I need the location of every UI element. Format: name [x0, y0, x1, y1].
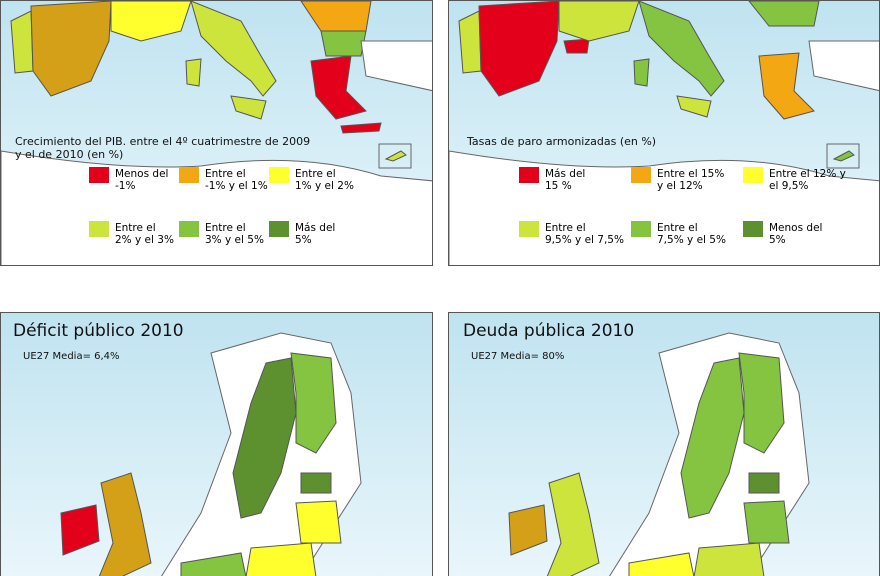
legend-swatch [519, 167, 539, 183]
legend-label: Entre el 2% y el 3% [115, 222, 174, 246]
legend-swatch [519, 221, 539, 237]
legend-swatch [743, 221, 763, 237]
legend-label: Menos del -1% [115, 168, 169, 192]
legend-label: Entre el 1% y el 2% [295, 168, 354, 192]
legend-label: Entre el 12% y el 9,5% [769, 168, 846, 192]
legend-swatch [743, 167, 763, 183]
legend-label: Más del 5% [295, 222, 336, 246]
legend-label: Entre el 15% y el 12% [657, 168, 725, 192]
legend-title: Crecimiento del PIB. entre el 4º cuatrim… [15, 135, 311, 161]
map-panel: Déficit público 2010 UE27 Media= 6,4% [0, 312, 433, 576]
legend-label: Entre el 3% y el 5% [205, 222, 264, 246]
legend-label: Más del 15 % [545, 168, 586, 192]
legend-title: Tasas de paro armonizadas (en %) [467, 135, 657, 148]
legend-swatch [89, 167, 109, 183]
legend-swatch [269, 221, 289, 237]
panel-title: Deuda pública 2010 [463, 321, 635, 341]
map-panel: Crecimiento del PIB. entre el 4º cuatrim… [0, 0, 433, 266]
legend-swatch [631, 221, 651, 237]
legend-swatch [179, 167, 199, 183]
legend-swatch [89, 221, 109, 237]
map [449, 313, 879, 576]
legend-label: Entre el 7,5% y el 5% [657, 222, 726, 246]
legend-label: Entre el -1% y el 1% [205, 168, 268, 192]
legend-swatch [269, 167, 289, 183]
legend-label: Menos del 5% [769, 222, 823, 246]
map [1, 313, 432, 576]
legend-swatch [631, 167, 651, 183]
map-panel: Tasas de paro armonizadas (en %) Más del… [448, 0, 880, 266]
panel-subtitle: UE27 Media= 80% [471, 351, 565, 362]
panel-subtitle: UE27 Media= 6,4% [23, 351, 120, 362]
legend-swatch [179, 221, 199, 237]
panel-title: Déficit público 2010 [13, 321, 184, 341]
legend-label: Entre el 9,5% y el 7,5% [545, 222, 624, 246]
map [1, 1, 432, 265]
map-panel: Deuda pública 2010 UE27 Media= 80% [448, 312, 880, 576]
